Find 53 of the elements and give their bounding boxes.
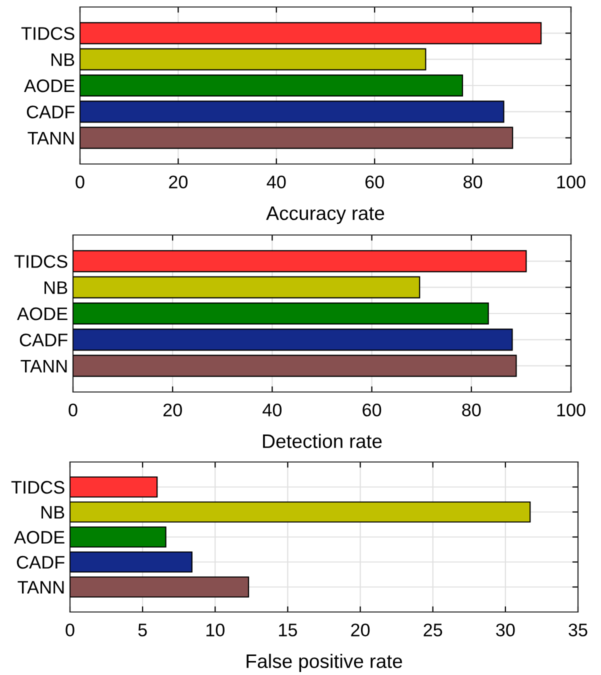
x-tick-label: 10 bbox=[206, 624, 224, 636]
y-tick-label: NB bbox=[42, 506, 64, 519]
y-tick-label: TANN bbox=[18, 581, 64, 594]
x-tick-label: 5 bbox=[138, 624, 147, 636]
y-tick-label: TIDCS bbox=[11, 480, 64, 494]
x-tick-label: 0 bbox=[76, 176, 84, 188]
bar bbox=[70, 526, 166, 548]
bar bbox=[70, 476, 158, 498]
y-tick-label: TANN bbox=[20, 360, 67, 372]
x-tick-label: 20 bbox=[169, 176, 188, 188]
x-tick-label: 25 bbox=[424, 624, 442, 636]
y-tick-label: TANN bbox=[28, 132, 74, 144]
x-tick-label: 20 bbox=[163, 404, 182, 416]
bar bbox=[73, 328, 513, 351]
x-tick-label: 100 bbox=[557, 176, 586, 188]
bar bbox=[80, 48, 426, 70]
bar bbox=[80, 126, 514, 149]
y-tick-label: AODE bbox=[24, 79, 74, 92]
y-tick-label: AODE bbox=[14, 530, 64, 544]
x-tick-label: 0 bbox=[66, 624, 74, 636]
x-tick-label: 0 bbox=[68, 404, 78, 416]
x-tick-label: 80 bbox=[462, 404, 481, 416]
x-axis-title: False positive rate bbox=[246, 654, 402, 672]
y-tick-label: CADF bbox=[16, 556, 64, 569]
x-tick-label: 35 bbox=[568, 624, 588, 636]
x-tick-label: 100 bbox=[557, 404, 586, 416]
y-tick-label: NB bbox=[52, 53, 74, 66]
bar bbox=[73, 276, 420, 298]
y-tick-label: TIDCS bbox=[21, 27, 74, 40]
x-tick-label: 40 bbox=[266, 176, 286, 188]
x-tick-label: 15 bbox=[279, 624, 297, 636]
y-tick-label: TIDCS bbox=[14, 255, 68, 268]
bar bbox=[80, 74, 464, 97]
bar bbox=[70, 576, 250, 598]
bar bbox=[73, 302, 489, 325]
x-tick-label: 40 bbox=[262, 404, 282, 416]
bar bbox=[70, 501, 531, 523]
x-tick-label: 60 bbox=[362, 404, 382, 416]
bar bbox=[80, 100, 504, 123]
y-tick-label: NB bbox=[44, 281, 68, 294]
x-tick-label: 60 bbox=[365, 176, 384, 188]
y-tick-label: CADF bbox=[26, 106, 74, 118]
x-tick-label: 30 bbox=[496, 624, 515, 636]
x-tick-label: 80 bbox=[464, 176, 482, 188]
bar bbox=[80, 22, 542, 44]
bar bbox=[73, 250, 527, 272]
x-axis-title: Accuracy rate bbox=[266, 206, 384, 224]
y-tick-label: AODE bbox=[17, 307, 68, 320]
y-tick-label: CADF bbox=[20, 334, 68, 346]
bar bbox=[70, 551, 192, 573]
x-tick-label: 20 bbox=[351, 624, 370, 636]
bar bbox=[73, 354, 517, 377]
x-axis-title: Detection rate bbox=[263, 434, 382, 448]
